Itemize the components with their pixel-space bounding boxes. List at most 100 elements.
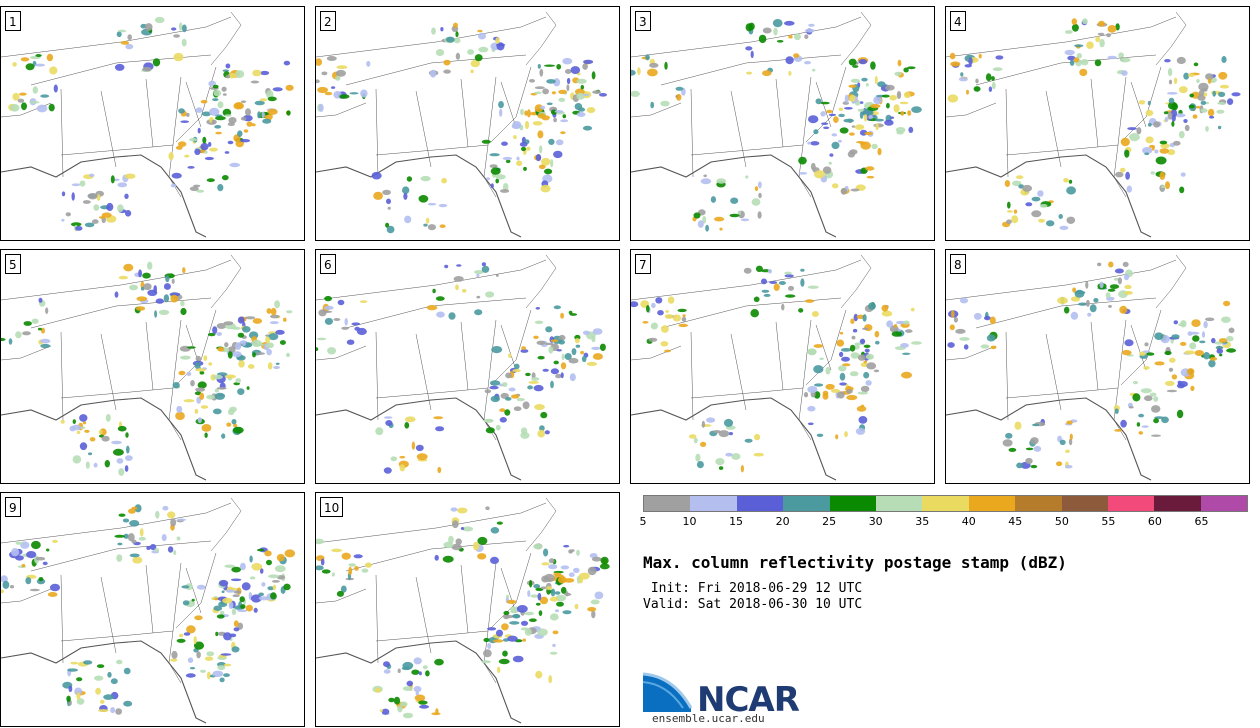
reflectivity-cell xyxy=(648,337,658,342)
reflectivity-cell xyxy=(1189,331,1200,335)
reflectivity-cell xyxy=(1037,190,1044,197)
reflectivity-cell xyxy=(110,678,118,685)
map-boundary xyxy=(690,319,812,399)
reflectivity-cell xyxy=(844,107,853,110)
reflectivity-cell xyxy=(1124,284,1132,290)
reflectivity-cell xyxy=(245,316,256,320)
reflectivity-cell xyxy=(1120,137,1130,147)
reflectivity-cell xyxy=(246,386,250,390)
reflectivity-cell xyxy=(180,120,189,123)
reflectivity-cell xyxy=(561,353,565,361)
map-boundary xyxy=(975,297,1157,329)
reflectivity-cell xyxy=(209,147,218,152)
reflectivity-cell xyxy=(61,191,66,197)
reflectivity-cell xyxy=(767,269,772,274)
map-boundary xyxy=(175,309,217,386)
reflectivity-cell xyxy=(844,94,849,104)
reflectivity-cell xyxy=(249,576,256,580)
reflectivity-cell xyxy=(235,70,245,79)
reflectivity-cell xyxy=(839,331,844,335)
reflectivity-cell xyxy=(270,307,277,316)
reflectivity-cell xyxy=(251,339,263,347)
reflectivity-cell xyxy=(1065,449,1070,453)
ncar-logo-text: NCAR xyxy=(697,680,800,720)
reflectivity-cell xyxy=(1180,172,1186,177)
reflectivity-cell xyxy=(718,466,724,470)
reflectivity-cell xyxy=(23,321,32,326)
map-boundary xyxy=(840,11,872,66)
reflectivity-cell xyxy=(1231,92,1241,97)
reflectivity-cell xyxy=(521,146,526,152)
reflectivity-cell xyxy=(573,567,580,573)
reflectivity-cell xyxy=(675,86,684,91)
reflectivity-cell xyxy=(871,143,878,150)
reflectivity-cell xyxy=(431,712,441,716)
reflectivity-cell xyxy=(124,173,136,179)
reflectivity-cell xyxy=(268,574,279,579)
reflectivity-cell xyxy=(35,556,46,561)
reflectivity-cell xyxy=(257,111,261,119)
reflectivity-cell xyxy=(889,94,897,101)
reflectivity-cell xyxy=(504,409,511,416)
reflectivity-cell xyxy=(375,687,381,693)
reflectivity-cell xyxy=(1150,171,1155,175)
reflectivity-cell xyxy=(754,433,761,441)
reflectivity-cell xyxy=(384,416,393,419)
reflectivity-cell xyxy=(404,422,410,429)
reflectivity-cell xyxy=(1209,115,1215,119)
reflectivity-cell xyxy=(233,620,239,627)
reflectivity-cell xyxy=(477,536,488,545)
reflectivity-cell xyxy=(134,504,142,513)
reflectivity-cell xyxy=(356,327,367,336)
reflectivity-cell xyxy=(399,455,406,459)
reflectivity-cell xyxy=(495,174,506,180)
reflectivity-cell xyxy=(538,610,543,616)
reflectivity-cell xyxy=(556,64,562,70)
map-boundary xyxy=(100,576,117,654)
reflectivity-cell xyxy=(677,308,687,313)
reflectivity-cell xyxy=(105,414,111,422)
reflectivity-cell xyxy=(253,607,258,613)
reflectivity-cell xyxy=(89,173,95,177)
reflectivity-cell xyxy=(184,154,190,158)
reflectivity-cell xyxy=(106,202,114,212)
reflectivity-cell xyxy=(1105,292,1111,299)
reflectivity-cell xyxy=(173,550,177,556)
reflectivity-cell xyxy=(1069,59,1075,66)
reflectivity-cell xyxy=(546,79,556,84)
map-boundary xyxy=(316,345,367,361)
reflectivity-cell xyxy=(191,598,195,602)
reflectivity-cell xyxy=(1178,130,1185,139)
map-boundary xyxy=(775,321,784,391)
reflectivity-cell xyxy=(223,663,232,667)
reflectivity-cell xyxy=(524,120,530,130)
reflectivity-cell xyxy=(167,511,176,519)
map-boundary xyxy=(1090,321,1099,391)
reflectivity-cell xyxy=(168,152,174,161)
reflectivity-cell xyxy=(550,588,556,597)
reflectivity-cell xyxy=(451,543,462,551)
reflectivity-cell xyxy=(341,326,349,330)
reflectivity-cell xyxy=(21,563,26,568)
reflectivity-cell xyxy=(1173,320,1179,325)
reflectivity-cell xyxy=(781,303,785,311)
reflectivity-cell xyxy=(241,582,251,591)
reflectivity-cell xyxy=(1227,98,1234,105)
reflectivity-cell xyxy=(1099,281,1104,289)
member-label: 4 xyxy=(950,11,966,31)
reflectivity-cell xyxy=(516,160,523,167)
reflectivity-cell xyxy=(846,389,853,394)
reflectivity-cell xyxy=(37,327,42,331)
reflectivity-cell xyxy=(800,278,805,287)
reflectivity-cell xyxy=(142,66,152,72)
reflectivity-cell xyxy=(499,408,506,413)
reflectivity-cell xyxy=(541,157,551,166)
map-boundary xyxy=(60,562,182,642)
reflectivity-cell xyxy=(535,670,543,679)
reflectivity-cell xyxy=(859,338,866,345)
reflectivity-cell xyxy=(476,273,480,278)
reflectivity-cell xyxy=(126,445,130,454)
reflectivity-cell xyxy=(1208,359,1216,368)
reflectivity-cell xyxy=(849,94,856,102)
reflectivity-cell xyxy=(1059,439,1066,445)
